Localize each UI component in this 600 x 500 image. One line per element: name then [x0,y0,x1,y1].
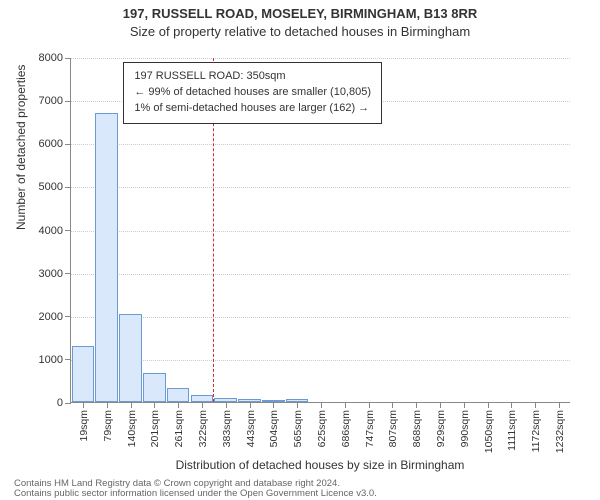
y-tick-label: 0 [21,397,63,409]
x-tick: 322sqm [202,402,203,408]
x-tick: 19sqm [83,402,84,408]
histogram-bar [119,314,142,402]
x-tick-label: 383sqm [221,410,233,447]
x-tick-label: 1050sqm [483,410,495,453]
x-tick: 1232sqm [559,402,560,408]
histogram-bar [191,395,214,402]
x-tick: 686sqm [345,402,346,408]
x-tick: 565sqm [297,402,298,408]
footer-attribution: Contains HM Land Registry data © Crown c… [14,479,586,498]
x-tick-label: 140sqm [126,410,138,447]
gridline-h [71,317,570,318]
x-tick-label: 201sqm [149,410,161,447]
x-tick-label: 929sqm [435,410,447,447]
chart-container: 197, RUSSELL ROAD, MOSELEY, BIRMINGHAM, … [0,0,600,500]
x-axis-label: Distribution of detached houses by size … [70,458,570,472]
histogram-bar [72,346,95,402]
x-tick-label: 19sqm [78,410,90,442]
gridline-h [71,274,570,275]
chart-title-line2: Size of property relative to detached ho… [0,24,600,39]
x-tick-label: 322sqm [197,410,209,447]
histogram-bar [167,388,190,402]
footer-line2: Contains public sector information licen… [14,488,377,499]
annotation-line3: 1% of semi-detached houses are larger (1… [134,101,371,117]
chart-title-line1: 197, RUSSELL ROAD, MOSELEY, BIRMINGHAM, … [0,6,600,21]
x-tick: 625sqm [321,402,322,408]
y-tick-label: 8000 [21,52,63,64]
x-tick: 747sqm [369,402,370,408]
x-tick-label: 686sqm [340,410,352,447]
x-tick: 1050sqm [488,402,489,408]
y-axis-label: Number of detached properties [14,65,28,230]
x-tick-label: 1232sqm [554,410,566,453]
x-tick: 383sqm [226,402,227,408]
annotation-box: 197 RUSSELL ROAD: 350sqm← 99% of detache… [123,62,382,124]
y-tick-label: 2000 [21,311,63,323]
x-tick-label: 990sqm [459,410,471,447]
histogram-bar [143,373,166,402]
plot-area: 01000200030004000500060007000800019sqm79… [70,58,570,403]
x-tick-label: 747sqm [364,410,376,447]
x-tick-label: 504sqm [268,410,280,447]
x-tick-label: 807sqm [387,410,399,447]
x-tick-label: 261sqm [173,410,185,447]
annotation-line1: 197 RUSSELL ROAD: 350sqm [134,69,371,85]
x-tick: 140sqm [131,402,132,408]
x-tick-label: 79sqm [102,410,114,442]
gridline-h [71,360,570,361]
x-tick: 929sqm [440,402,441,408]
gridline-h [71,144,570,145]
y-tick-label: 3000 [21,268,63,280]
histogram-bar [95,113,118,402]
x-tick: 201sqm [154,402,155,408]
x-tick-label: 868sqm [411,410,423,447]
x-tick: 79sqm [107,402,108,408]
annotation-line2: ← 99% of detached houses are smaller (10… [134,85,371,101]
x-tick: 1172sqm [535,402,536,408]
x-tick: 443sqm [250,402,251,408]
gridline-h [71,187,570,188]
x-tick-label: 565sqm [292,410,304,447]
x-tick: 868sqm [416,402,417,408]
gridline-h [71,231,570,232]
x-tick: 807sqm [392,402,393,408]
y-tick-label: 1000 [21,354,63,366]
x-tick-label: 443sqm [245,410,257,447]
x-tick-label: 625sqm [316,410,328,447]
x-tick-label: 1111sqm [506,410,518,451]
x-tick: 1111sqm [511,402,512,408]
x-tick-label: 1172sqm [530,410,542,452]
x-tick: 990sqm [464,402,465,408]
x-tick: 504sqm [273,402,274,408]
gridline-h [71,58,570,59]
x-tick: 261sqm [178,402,179,408]
